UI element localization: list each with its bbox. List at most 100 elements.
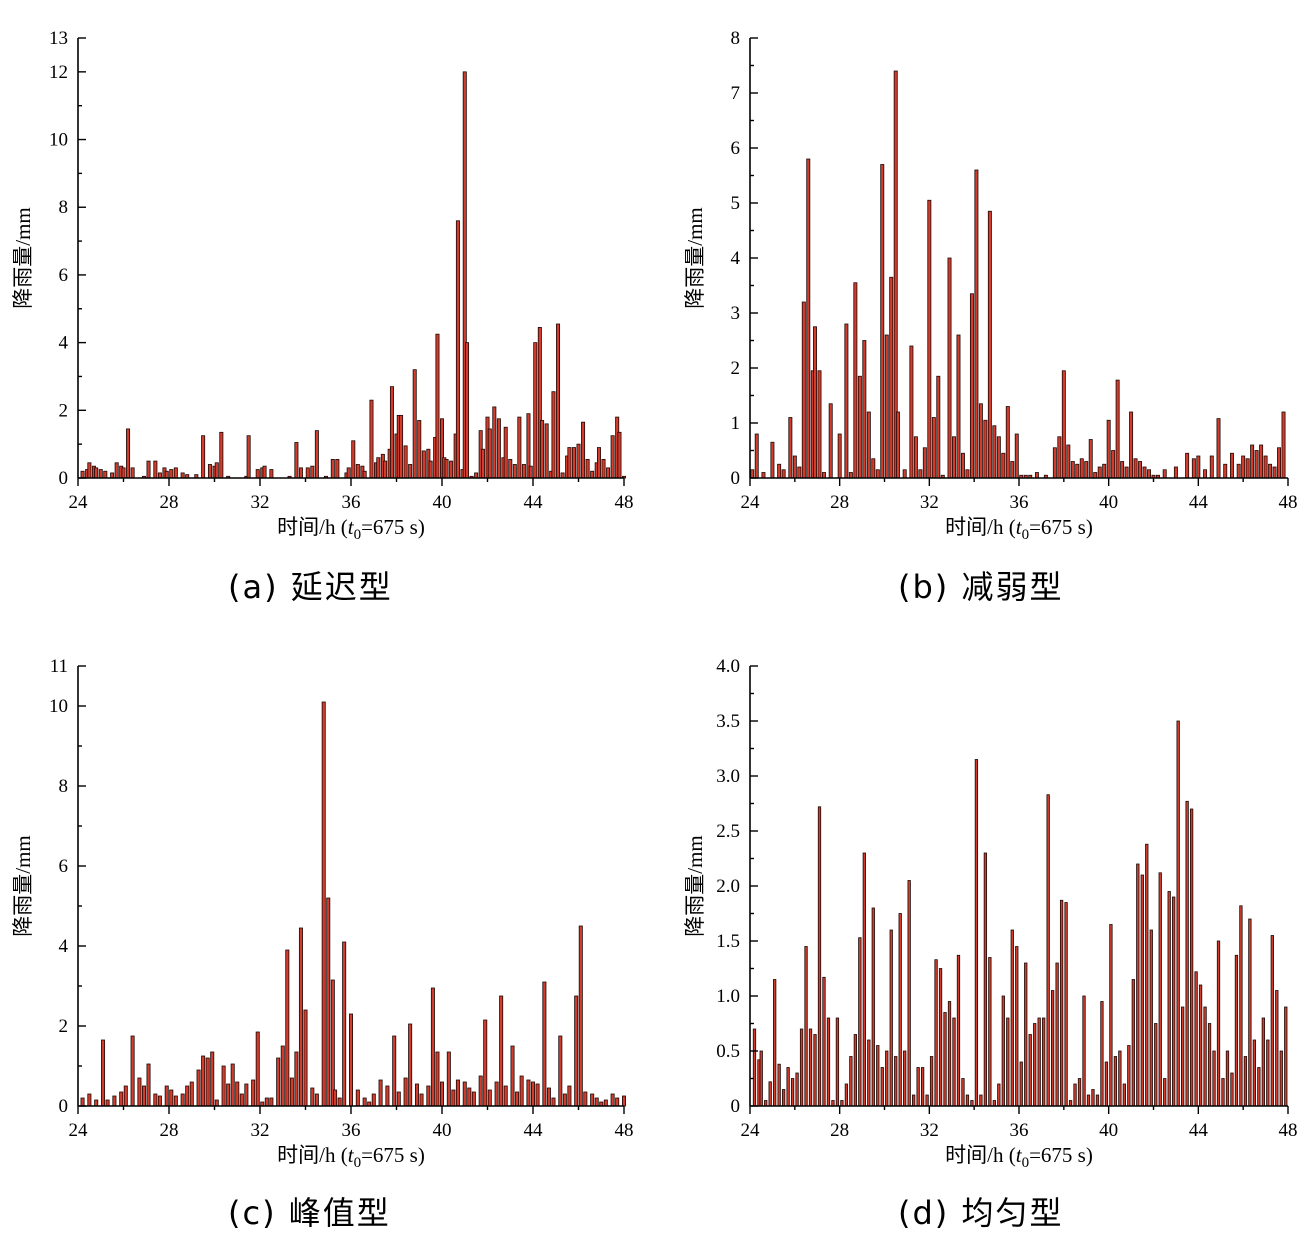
bar-d — [1149, 929, 1153, 1107]
x-tick-label-b: 40 — [1099, 492, 1118, 513]
bar-c — [105, 1099, 110, 1107]
bar-b — [1129, 411, 1134, 479]
bar-d — [1225, 1050, 1230, 1107]
bar-a — [503, 426, 508, 479]
bar-c — [355, 1089, 360, 1107]
bar-a — [369, 399, 374, 479]
bar-d — [988, 957, 992, 1107]
y-axis-title-b: 降雨量/mm — [683, 207, 707, 309]
bar-c — [169, 1089, 174, 1107]
bar-d — [970, 1100, 974, 1107]
bar-c — [503, 1085, 508, 1107]
panel-c: 24 28 32 36 40 44 48 0 2 4 6 8 10 11 降雨量/mm 时间/h (t0=67… — [0, 646, 640, 1176]
bar-d — [920, 1067, 925, 1107]
bar-d — [1073, 1083, 1077, 1107]
x-tick-label-a: 32 — [251, 492, 270, 513]
bar-b — [1173, 466, 1178, 479]
bar-c — [264, 1097, 269, 1107]
bar-d — [916, 1067, 920, 1107]
bar-b — [947, 257, 952, 479]
y-tick-label-b: 5 — [731, 193, 741, 214]
bar-d — [817, 806, 822, 1107]
bar-c — [303, 1009, 308, 1107]
bar-d — [1194, 971, 1198, 1107]
bar-d — [768, 1081, 772, 1107]
bar-d — [826, 1017, 831, 1107]
bar-b — [801, 301, 806, 479]
bar-d — [1221, 1078, 1225, 1107]
bar-b — [918, 469, 923, 479]
y-tick-label-b: 6 — [731, 138, 741, 159]
bar-b — [754, 433, 759, 479]
bar-b — [1111, 450, 1116, 479]
bar-a — [201, 435, 206, 479]
bar-d — [938, 968, 943, 1107]
bar-c — [205, 1057, 210, 1107]
bar-c — [239, 1093, 244, 1107]
bar-c — [531, 1081, 535, 1107]
bar-d — [831, 1100, 835, 1107]
bar-b — [931, 417, 936, 479]
bar-b — [837, 433, 842, 479]
bar-d — [795, 1072, 799, 1107]
bar-b — [1142, 466, 1147, 479]
y-tick-label-d: 0 — [731, 1096, 741, 1117]
bar-b — [875, 469, 880, 479]
bar-c — [451, 1089, 456, 1107]
bar-d — [1167, 891, 1171, 1107]
bar-d — [1145, 843, 1149, 1107]
bar-a — [305, 467, 310, 479]
bar-c — [426, 1085, 431, 1107]
bar-a — [376, 457, 381, 479]
bar-d — [1136, 863, 1140, 1107]
bar-a — [617, 431, 622, 479]
panel-b: 24 28 32 36 40 44 48 0 1 2 3 4 5 6 7 8 降雨量/mm 时间/h (t0=67… — [672, 18, 1304, 548]
bar-a — [87, 462, 92, 479]
bar-b — [1241, 455, 1246, 479]
bar-c — [269, 1097, 274, 1107]
bar-d — [1100, 1001, 1104, 1107]
bar-d — [849, 1056, 853, 1107]
bar-a — [310, 465, 315, 479]
x-tick-label-a: 28 — [160, 492, 179, 513]
bar-c — [567, 1085, 572, 1107]
bar-d — [1163, 1078, 1167, 1107]
bar-d — [1037, 1017, 1041, 1107]
bar-a — [492, 406, 497, 479]
bar-b — [936, 375, 941, 479]
bar-c — [123, 1085, 128, 1107]
bar-b — [817, 370, 822, 479]
bar-c — [164, 1085, 169, 1107]
bar-d — [885, 1050, 889, 1107]
bar-a — [298, 467, 303, 479]
bar-c — [440, 1081, 445, 1107]
bar-d — [992, 1100, 996, 1107]
bar-d — [1064, 902, 1068, 1107]
bar-c — [337, 1097, 342, 1107]
bar-b — [1263, 455, 1268, 479]
bar-c — [94, 1099, 99, 1107]
bar-d — [1140, 874, 1144, 1107]
bar-b — [1097, 466, 1102, 479]
bar-d — [1257, 1067, 1261, 1107]
bar-a — [346, 467, 351, 479]
bar-b — [969, 293, 974, 479]
bar-a — [355, 464, 360, 479]
x-tick-label-a: 44 — [524, 492, 544, 513]
bar-d — [1212, 1050, 1216, 1107]
bar-d — [1104, 1061, 1109, 1107]
bar-d — [1207, 1023, 1212, 1107]
bar-b — [1203, 469, 1208, 479]
bars-d — [752, 720, 1288, 1107]
bar-a — [576, 443, 581, 479]
bar-d — [867, 1039, 871, 1107]
bar-c — [180, 1093, 185, 1107]
bar-a — [517, 416, 522, 479]
bar-a — [255, 469, 260, 479]
bar-a — [435, 333, 440, 479]
bar-b — [797, 466, 802, 479]
bar-c — [515, 1091, 520, 1107]
bar-a — [403, 445, 408, 479]
bar-d — [1086, 1094, 1091, 1107]
bar-d — [1113, 1056, 1118, 1107]
